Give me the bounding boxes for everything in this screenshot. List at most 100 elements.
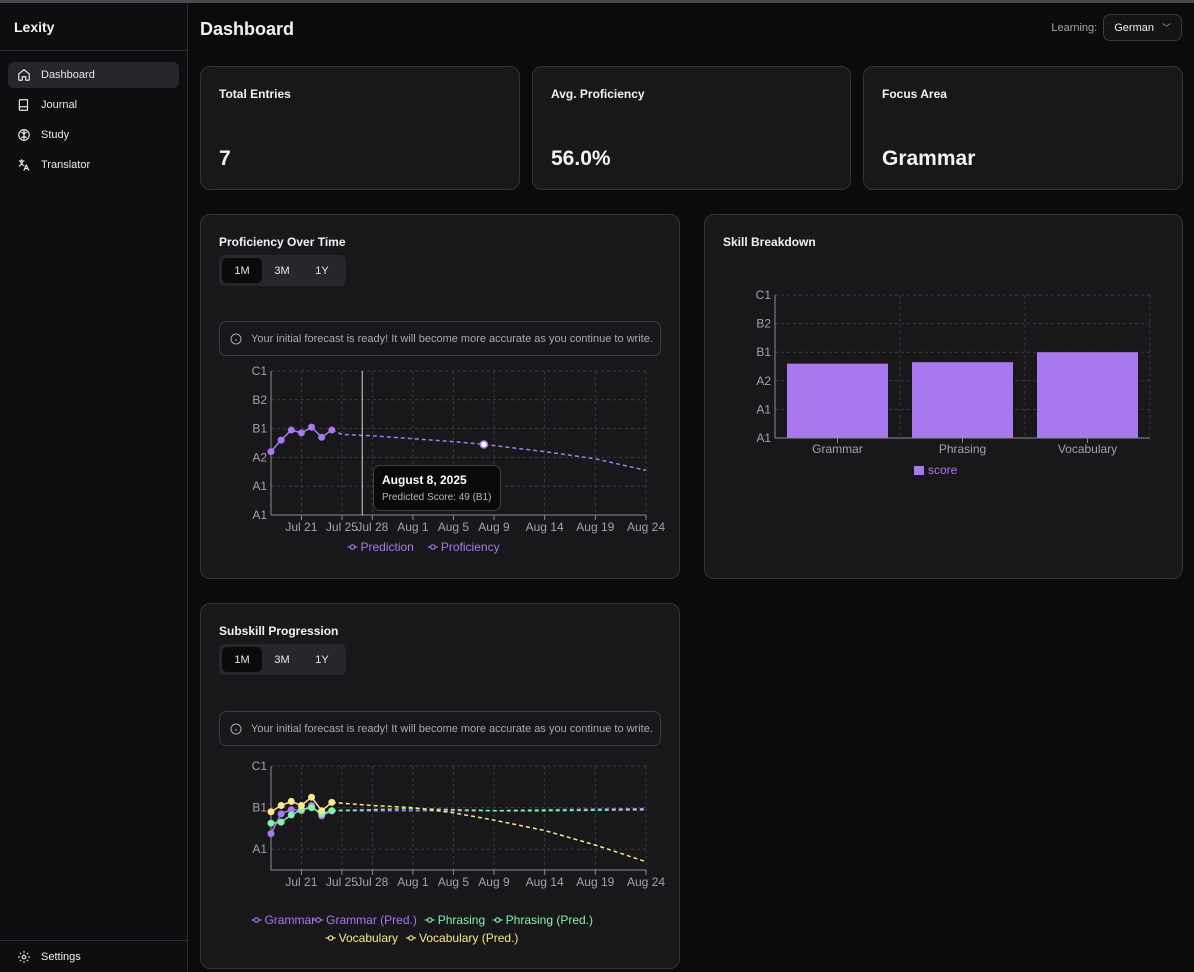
data-point xyxy=(318,433,326,441)
main-content: Dashboard Learning: German ﹀ Total Entri… xyxy=(188,3,1194,972)
x-tick-label: Aug 14 xyxy=(526,875,564,889)
tab-3m[interactable]: 3M xyxy=(274,653,290,666)
legend-marker xyxy=(494,917,501,923)
data-point xyxy=(277,436,285,444)
y-tick-label: B1 xyxy=(252,801,267,815)
bar xyxy=(912,362,1013,438)
tooltip-body: Predicted Score: 49 (B1) xyxy=(382,492,492,503)
tab-1y[interactable]: 1Y xyxy=(315,264,329,277)
forecast-notice: Your initial forecast is ready! It will … xyxy=(219,711,661,746)
sidebar-item-label: Dashboard xyxy=(41,69,95,81)
tab-1m[interactable]: 1M xyxy=(222,258,262,283)
sidebar-item-label: Translator xyxy=(41,159,91,171)
data-point xyxy=(267,819,275,827)
x-tick-label: Aug 24 xyxy=(627,520,665,534)
card-title: Skill Breakdown xyxy=(723,235,816,249)
range-tabs: 1M 3M 1Y xyxy=(219,644,346,675)
data-point xyxy=(308,423,316,431)
x-tick-label: Aug 1 xyxy=(397,520,429,534)
chevron-down-icon: ﹀ xyxy=(1161,23,1171,33)
sidebar-item-translator[interactable]: Translator xyxy=(8,152,179,178)
y-tick-label: A2 xyxy=(756,374,771,388)
y-tick-label: A1 xyxy=(756,402,771,416)
translate-icon xyxy=(18,159,30,171)
sidebar-item-label: Journal xyxy=(41,99,78,111)
legend-marker xyxy=(426,917,433,923)
sidebar-item-journal[interactable]: Journal xyxy=(8,92,179,118)
x-tick-label: Vocabulary xyxy=(1058,442,1117,456)
data-point xyxy=(267,808,275,816)
y-tick-label: B1 xyxy=(756,345,771,359)
active-point xyxy=(479,440,489,449)
language-picker: Learning: German ﹀ xyxy=(1051,14,1182,41)
y-tick-label: C1 xyxy=(756,288,772,302)
legend-label: Phrasing xyxy=(438,913,485,927)
x-tick-label: Aug 24 xyxy=(627,875,665,889)
tab-1m[interactable]: 1M xyxy=(222,647,262,672)
y-tick-label: B2 xyxy=(756,317,771,331)
data-point xyxy=(277,818,285,826)
sidebar-nav: Dashboard Journal Study Translator xyxy=(0,51,187,193)
skill-breakdown-chart: A1 A1 A2 B1 B2 C1 Grammar Phrasing Vocabulary sco… xyxy=(756,288,1151,477)
tab-3m[interactable]: 3M xyxy=(274,264,290,277)
info-icon xyxy=(230,333,242,344)
x-tick-label: Jul 21 xyxy=(285,520,317,534)
info-icon xyxy=(230,723,242,734)
skill-breakdown-card: Skill Breakdown A1 A1 A2 B1 B2 C1 Grammar Phras… xyxy=(704,214,1183,579)
legend-marker xyxy=(315,917,321,923)
legend-marker xyxy=(349,544,356,550)
subskill-card: Subskill Progression 1M 3M 1Y Your initi… xyxy=(200,603,680,969)
tooltip-title: August 8, 2025 xyxy=(382,473,467,487)
data-point xyxy=(297,802,305,810)
x-tick-label: Jul 25 xyxy=(326,520,358,534)
sidebar-item-settings[interactable]: Settings xyxy=(0,940,187,972)
x-tick-label: Aug 1 xyxy=(397,875,429,889)
data-point xyxy=(287,811,295,819)
range-tabs: 1M 3M 1Y xyxy=(219,255,346,286)
x-tick-label: Aug 14 xyxy=(526,520,564,534)
data-point xyxy=(287,806,295,814)
data-point xyxy=(308,804,316,812)
legend-marker xyxy=(914,466,924,475)
gear-icon xyxy=(18,950,30,963)
x-tick-label: Aug 19 xyxy=(576,520,614,534)
app-logo[interactable]: Lexity xyxy=(0,3,187,51)
x-tick-label: Jul 28 xyxy=(356,520,388,534)
y-tick-label: A1 xyxy=(252,842,267,856)
home-icon xyxy=(18,69,30,81)
x-tick-label: Grammar xyxy=(812,442,863,456)
sidebar-item-dashboard[interactable]: Dashboard xyxy=(8,62,179,88)
series-line xyxy=(331,807,647,812)
data-point xyxy=(287,797,295,805)
legend-marker xyxy=(408,935,414,941)
stat-label: Avg. Proficiency xyxy=(551,87,645,101)
x-tick-label: Phrasing xyxy=(939,442,986,456)
legend-label: score xyxy=(928,463,958,477)
stat-value: 56.0% xyxy=(551,147,611,170)
page-title: Dashboard xyxy=(200,19,295,39)
x-tick-label: Aug 19 xyxy=(576,875,614,889)
stat-card-focus-area: Focus Area Grammar xyxy=(863,66,1183,190)
series-line xyxy=(331,807,647,812)
bar xyxy=(787,363,888,438)
legend-label: Grammar xyxy=(264,913,315,927)
tab-1y[interactable]: 1Y xyxy=(315,653,329,666)
brain-icon xyxy=(18,129,30,141)
legend-marker xyxy=(430,544,436,550)
language-select[interactable]: German ﹀ xyxy=(1103,14,1182,41)
language-value: German xyxy=(1114,21,1154,34)
book-icon xyxy=(18,99,29,111)
sidebar: Lexity Dashboard Journal Study Translato… xyxy=(0,3,188,972)
stat-value: 7 xyxy=(219,147,231,170)
series-line xyxy=(331,801,647,863)
x-tick-label: Jul 28 xyxy=(356,875,388,889)
x-tick-label: Aug 9 xyxy=(478,875,510,889)
data-point xyxy=(287,426,295,434)
bar xyxy=(1037,352,1138,438)
sidebar-item-study[interactable]: Study xyxy=(8,122,179,148)
legend-label: Grammar (Pred.) xyxy=(326,913,417,927)
y-tick-label: A1 xyxy=(252,479,267,493)
data-point xyxy=(297,429,305,437)
window-top-border xyxy=(0,0,1194,3)
